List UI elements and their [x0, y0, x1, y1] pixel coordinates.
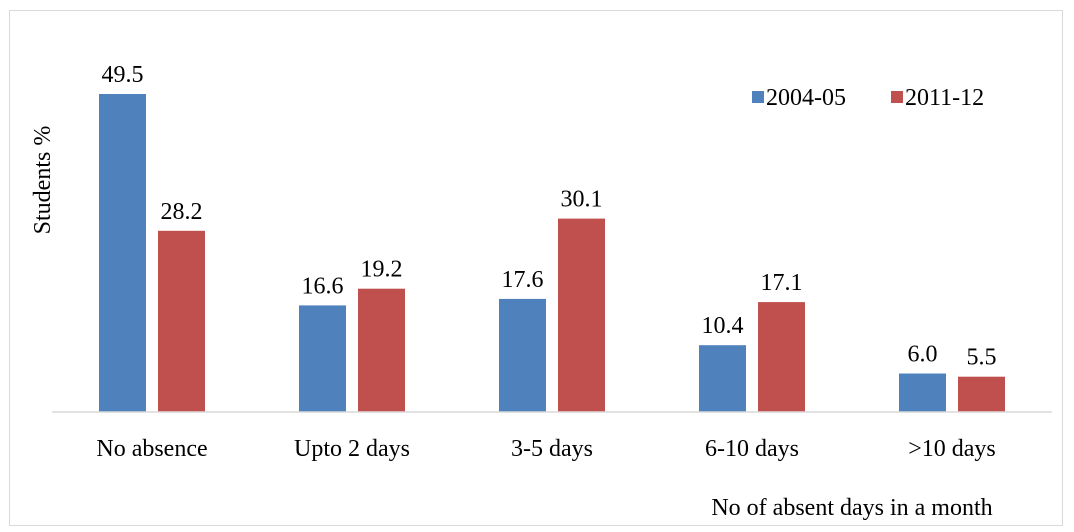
data-label: 49.5	[102, 62, 144, 88]
data-label: 5.5	[967, 345, 997, 371]
data-label: 10.4	[702, 313, 744, 339]
legend: 2004-05 2011-12	[752, 85, 984, 111]
bar-2011-12-2	[558, 218, 605, 412]
bar-2004-05-0	[99, 94, 146, 412]
bar-2004-05-4	[899, 373, 946, 412]
legend-label: 2004-05	[766, 85, 846, 111]
data-label: 19.2	[361, 257, 403, 283]
data-label: 30.1	[561, 187, 603, 213]
bar-2004-05-1	[299, 305, 346, 412]
bar-2011-12-4	[958, 376, 1005, 412]
bar-2011-12-1	[358, 288, 405, 412]
data-label: 17.6	[502, 267, 544, 293]
data-label: 6.0	[908, 342, 938, 368]
data-label: 28.2	[161, 199, 203, 225]
legend-swatch	[891, 91, 903, 103]
bar-2004-05-2	[499, 298, 546, 412]
legend-swatch	[752, 91, 764, 103]
bar-2011-12-3	[758, 302, 805, 412]
x-tick-label: Upto 2 days	[294, 436, 410, 462]
legend-label: 2011-12	[905, 85, 984, 111]
bar-2004-05-3	[699, 345, 746, 412]
value-labels-group: 49.5 28.2 16.6 19.2 17.6 30.1 10.4 17.1 6.0 5.5	[102, 62, 997, 371]
bars-group	[99, 94, 1005, 412]
x-tick-label: No absence	[96, 436, 207, 462]
x-axis-label: No of absent days in a month	[711, 495, 992, 521]
data-label: 16.6	[302, 273, 344, 299]
y-axis-label: Students %	[30, 126, 56, 235]
data-label: 17.1	[761, 270, 803, 296]
x-tick-label: 6-10 days	[705, 436, 799, 462]
x-tick-label: 3-5 days	[511, 436, 593, 462]
x-tick-label: >10 days	[908, 436, 996, 462]
bar-2011-12-0	[158, 230, 205, 412]
x-tick-labels-group: No absence Upto 2 days 3-5 days 6-10 days >1…	[96, 436, 995, 462]
